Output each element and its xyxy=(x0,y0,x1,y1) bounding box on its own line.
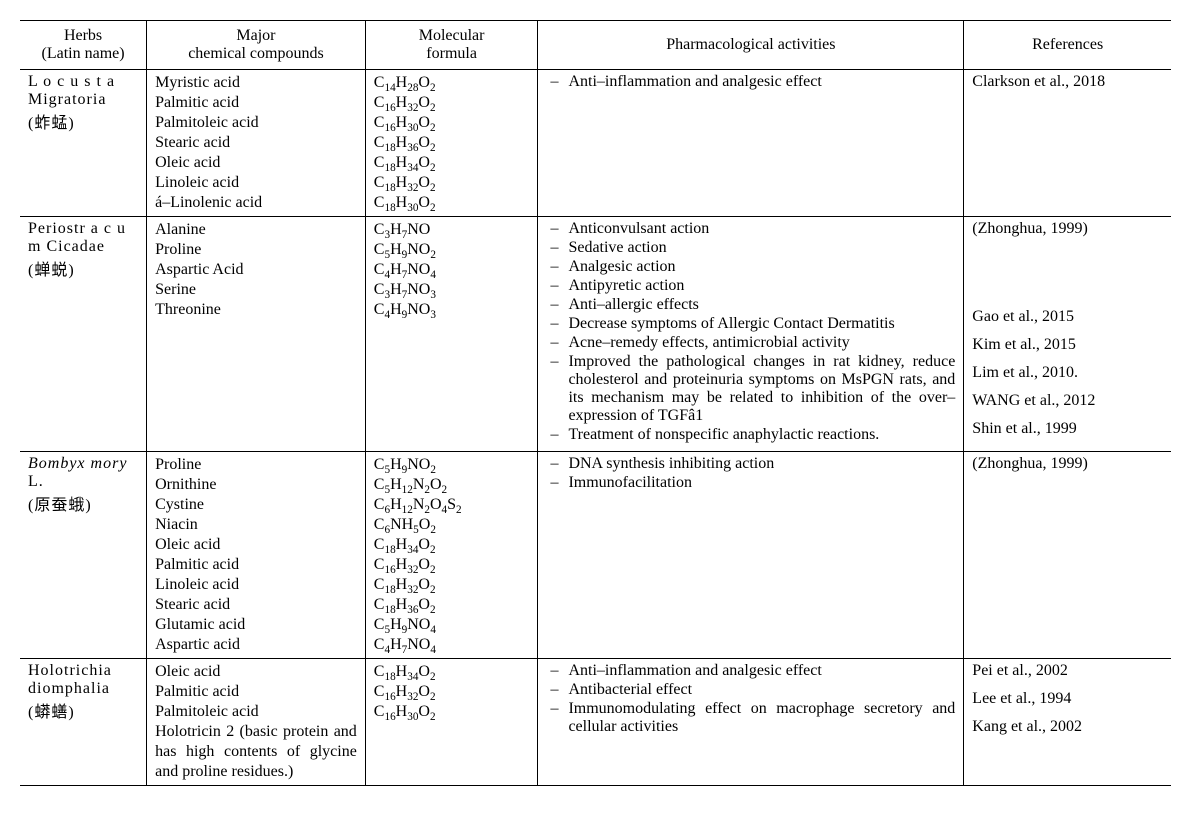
refs-cell: Clarkson et al., 2018 xyxy=(964,70,1171,217)
formula-cell: C3H7NOC5H9NO2C4H7NO4C3H7NO3C4H9NO3 xyxy=(365,217,538,452)
table-row: Periostr a c u m Cicadae(蝉蜕)AlanineProli… xyxy=(20,217,1171,452)
herbs-table: Herbs(Latin name) Majorchemical compound… xyxy=(20,20,1171,786)
activities-cell: –Anticonvulsant action–Sedative action–A… xyxy=(538,217,964,452)
col-header-formula: Molecularformula xyxy=(365,21,538,70)
herb-cell: L o c u s t a Migratoria(蚱蜢) xyxy=(20,70,147,217)
compounds-cell: AlanineProlineAspartic AcidSerineThreoni… xyxy=(147,217,366,452)
col-header-herbs: Herbs(Latin name) xyxy=(20,21,147,70)
table-row: Bombyx mory L.(原蚕蛾)ProlineOrnithineCysti… xyxy=(20,452,1171,659)
table-row: L o c u s t a Migratoria(蚱蜢)Myristic aci… xyxy=(20,70,1171,217)
formula-cell: C18H34O2C16H32O2C16H30O2 xyxy=(365,659,538,786)
col-header-compounds: Majorchemical compounds xyxy=(147,21,366,70)
herb-cell: Holotrichia diomphalia(蟒蟮) xyxy=(20,659,147,786)
header-row: Herbs(Latin name) Majorchemical compound… xyxy=(20,21,1171,70)
refs-cell: Pei et al., 2002Lee et al., 1994Kang et … xyxy=(964,659,1171,786)
compounds-cell: Oleic acidPalmitic acidPalmitoleic acidH… xyxy=(147,659,366,786)
table-row: Holotrichia diomphalia(蟒蟮)Oleic acidPalm… xyxy=(20,659,1171,786)
activities-cell: –Anti–inflammation and analgesic effect–… xyxy=(538,659,964,786)
activities-cell: –DNA synthesis inhibiting action–Immunof… xyxy=(538,452,964,659)
col-header-activities: Pharmacological activities xyxy=(538,21,964,70)
activities-cell: –Anti–inflammation and analgesic effect xyxy=(538,70,964,217)
col-header-refs: References xyxy=(964,21,1171,70)
compounds-cell: ProlineOrnithineCystineNiacinOleic acidP… xyxy=(147,452,366,659)
refs-cell: (Zhonghua, 1999) Gao et al., 2015Kim et … xyxy=(964,217,1171,452)
refs-cell: (Zhonghua, 1999) xyxy=(964,452,1171,659)
formula-cell: C14H28O2C16H32O2C16H30O2C18H36O2C18H34O2… xyxy=(365,70,538,217)
herb-cell: Bombyx mory L.(原蚕蛾) xyxy=(20,452,147,659)
compounds-cell: Myristic acidPalmitic acidPalmitoleic ac… xyxy=(147,70,366,217)
herb-cell: Periostr a c u m Cicadae(蝉蜕) xyxy=(20,217,147,452)
formula-cell: C5H9NO2C5H12N2O2C6H12N2O4S2C6NH5O2C18H34… xyxy=(365,452,538,659)
